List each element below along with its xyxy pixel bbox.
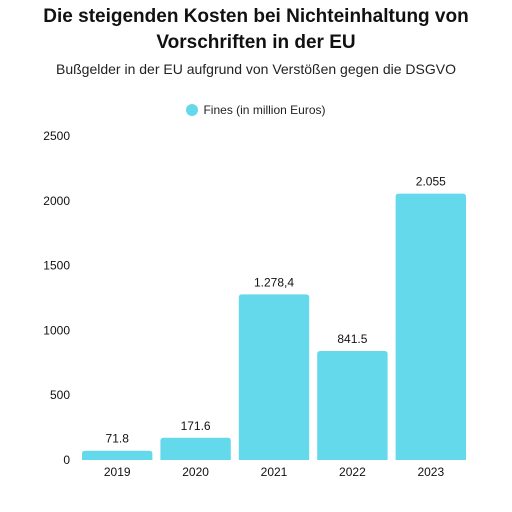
- y-tick-label: 500: [50, 388, 70, 402]
- bar: [160, 437, 231, 460]
- y-tick-label: 2000: [43, 194, 70, 208]
- y-tick-label: 2500: [43, 129, 70, 143]
- y-tick-label: 1500: [43, 259, 70, 273]
- bar: [395, 193, 466, 460]
- data-label: 841.5: [337, 332, 367, 346]
- bar: [82, 450, 153, 460]
- legend-swatch: [186, 104, 199, 116]
- y-tick-label: 1000: [43, 323, 70, 337]
- x-tick-label: 2023: [417, 465, 444, 479]
- legend-label: Fines (in million Euros): [203, 103, 326, 117]
- chart-title-line-2: Vorschriften in der EU: [156, 32, 356, 53]
- bar: [317, 350, 388, 460]
- data-label: 171.6: [181, 419, 211, 433]
- legend: Fines (in million Euros): [0, 103, 512, 117]
- chart-title: Die steigenden Kosten bei Nichteinhaltun…: [0, 4, 512, 56]
- data-label: 2.055: [416, 175, 446, 189]
- bar: [238, 294, 310, 460]
- x-tick-label: 2019: [104, 465, 131, 479]
- y-tick-label: 0: [63, 453, 70, 467]
- chart-subtitle: Bußgelder in der EU aufgrund von Verstöß…: [55, 61, 456, 77]
- data-label: 1.278,4: [254, 275, 294, 289]
- x-tick-label: 2020: [182, 465, 209, 479]
- x-tick-label: 2022: [339, 465, 366, 479]
- chart-title-line-1: Die steigenden Kosten bei Nichteinhaltun…: [43, 6, 469, 27]
- x-tick-label: 2021: [261, 465, 288, 479]
- data-label: 71.8: [106, 432, 130, 446]
